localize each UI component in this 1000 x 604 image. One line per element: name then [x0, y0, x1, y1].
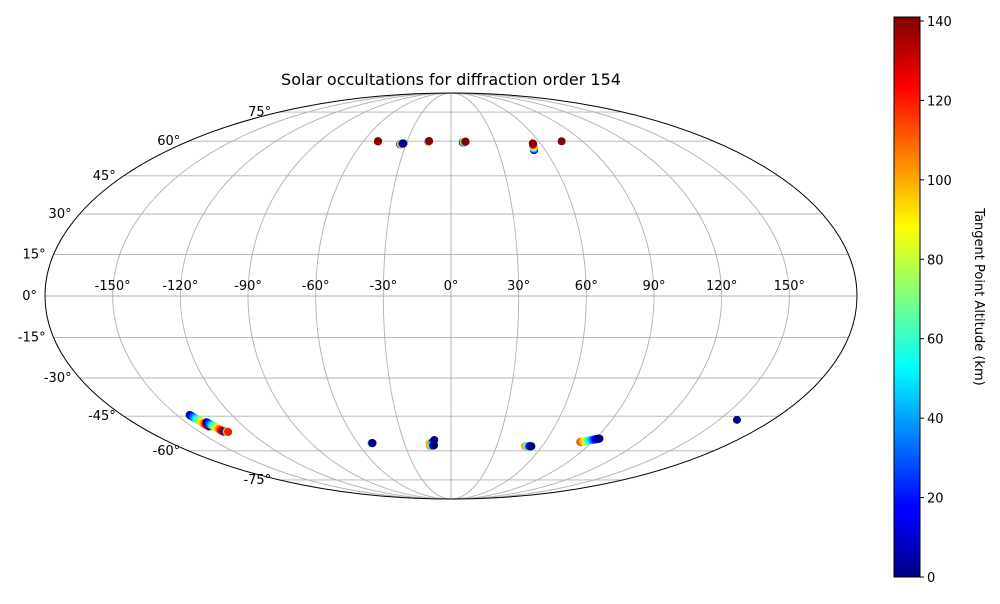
y-tick-labels: 75° 60° 45° 30° 15° 0° -15° -30° -45° -60° -75°	[18, 105, 271, 488]
colorbar: 0 20 40 60 80 100 120 140 Tangent Point Altitud…	[893, 15, 986, 586]
data-point	[527, 442, 536, 451]
data-point	[461, 137, 470, 146]
x-tick-labels: -150° -120° -90° -60° -30° 0° 30° 60° 90° 120° 150…	[95, 279, 805, 294]
y-tick-label: -45°	[88, 409, 116, 424]
colorbar-label: Tangent Point Altitude (km)	[971, 207, 986, 385]
x-tick-label: 60°	[575, 279, 598, 294]
colorbar-tick-label: 100	[927, 174, 952, 189]
colorbar-ticks: 0 20 40 60 80 100 120 140	[920, 15, 952, 586]
colorbar-tick-label: 80	[927, 253, 944, 268]
data-point	[557, 137, 566, 146]
data-point	[425, 137, 434, 146]
y-tick-label: 45°	[93, 169, 116, 184]
x-tick-label: -30°	[369, 279, 397, 294]
x-tick-label: 120°	[706, 279, 737, 294]
data-point	[732, 415, 741, 424]
x-tick-label: -90°	[234, 279, 262, 294]
x-tick-label: -150°	[95, 279, 131, 294]
colorbar-tick-label: 40	[927, 412, 944, 427]
y-tick-label: 75°	[248, 105, 271, 120]
colorbar-tick-label: 60	[927, 333, 944, 348]
y-tick-label: -75°	[243, 473, 271, 488]
data-point	[399, 139, 408, 148]
colorbar-tick-label: 120	[927, 94, 952, 109]
data-point	[430, 435, 439, 444]
x-tick-label: 90°	[642, 279, 665, 294]
y-tick-label: -60°	[153, 444, 181, 459]
colorbar-tick-label: 140	[927, 15, 952, 30]
x-tick-label: -60°	[302, 279, 330, 294]
y-tick-label: 15°	[23, 247, 46, 262]
data-point	[528, 139, 537, 148]
x-tick-label: 150°	[774, 279, 805, 294]
colorbar-gradient	[893, 16, 921, 578]
data-point	[595, 434, 604, 443]
grid-layer	[45, 93, 857, 499]
y-tick-label: 60°	[157, 134, 180, 149]
y-tick-label: -15°	[18, 331, 46, 346]
data-point	[374, 137, 383, 146]
data-point	[224, 427, 233, 436]
y-tick-label: -30°	[44, 371, 72, 386]
colorbar-tick-label: 20	[927, 492, 944, 507]
map-boundary	[44, 92, 858, 500]
x-tick-label: -120°	[162, 279, 198, 294]
data-point	[368, 439, 377, 448]
y-tick-label: 0°	[22, 289, 37, 304]
y-tick-label: 30°	[49, 207, 72, 222]
colorbar-tick-label: 0	[927, 571, 935, 586]
x-tick-label: 0°	[444, 279, 459, 294]
x-tick-label: 30°	[507, 279, 530, 294]
data-points	[185, 137, 741, 451]
chart-title: Solar occultations for diffraction order…	[281, 70, 621, 89]
